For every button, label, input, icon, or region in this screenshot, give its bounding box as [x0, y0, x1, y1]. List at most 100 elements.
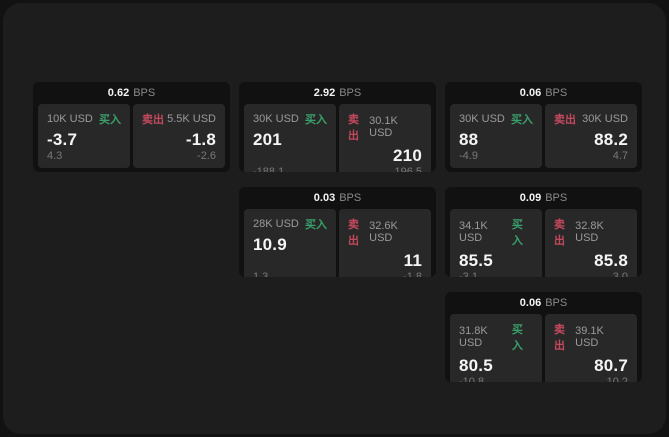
- buy-side-label: 买入: [511, 219, 523, 247]
- card-header: 0.03 BPS: [239, 187, 436, 209]
- sell-amount: 30.1K USD: [369, 115, 398, 139]
- buy-side-label: 买入: [511, 114, 533, 126]
- buy-amount: 10K USD: [47, 113, 93, 125]
- sell-sub-value: -2.6: [197, 150, 216, 162]
- sell-sub-value: 4.7: [612, 150, 628, 162]
- buy-price: 10.9: [253, 235, 287, 254]
- buy-amount: 28K USD: [253, 218, 299, 230]
- sell-side-label: 卖出: [554, 324, 565, 352]
- sell-amount: 32.6K USD: [369, 220, 398, 244]
- card-header: 2.92 BPS: [239, 82, 436, 104]
- card-body: 30K USD 买入 88 -4.9 卖出 30K USD 88.2 4.7: [445, 104, 642, 172]
- sell-side-label: 卖出: [142, 114, 164, 126]
- buy-amount: 31.8K USD: [459, 325, 488, 349]
- buy-sub-value: 1.3: [253, 271, 269, 277]
- buy-panel-header: 28K USD 买入: [253, 216, 327, 232]
- buy-side-label: 买入: [305, 114, 327, 126]
- buy-panel-header: 30K USD 买入: [253, 111, 327, 127]
- sell-panel-header: 卖出 5.5K USD: [142, 111, 216, 127]
- buy-amount: 34.1K USD: [459, 220, 488, 244]
- card-header: 0.06 BPS: [445, 292, 642, 314]
- sell-panel[interactable]: 卖出 5.5K USD -1.8 -2.6: [133, 104, 225, 168]
- buy-price: 201: [253, 130, 282, 149]
- buy-sub-value: 4.3: [47, 150, 63, 162]
- buy-price: -3.7: [47, 130, 78, 149]
- sell-price: 80.7: [594, 356, 628, 375]
- sell-panel[interactable]: 卖出 30.1K USD 210 196.5: [339, 104, 431, 172]
- sell-price: 11: [403, 251, 422, 270]
- buy-side-label: 买入: [99, 114, 121, 126]
- quote-card: 2.92 BPS 30K USD 买入 201 -188.1 卖出 30.1K …: [239, 82, 436, 172]
- bps-value: 0.62: [107, 87, 130, 99]
- bps-value: 0.03: [313, 192, 336, 204]
- buy-price: 80.5: [459, 356, 493, 375]
- sell-panel[interactable]: 卖出 39.1K USD 80.7 10.2: [545, 314, 637, 382]
- bps-unit-label: BPS: [339, 87, 362, 99]
- sell-panel[interactable]: 卖出 30K USD 88.2 4.7: [545, 104, 637, 168]
- sell-sub-value: -1.8: [403, 271, 422, 277]
- bps-value: 2.92: [313, 87, 336, 99]
- buy-sub-value: -4.9: [459, 150, 478, 162]
- buy-panel[interactable]: 10K USD 买入 -3.7 4.3: [38, 104, 130, 168]
- sell-panel-header: 卖出 30.1K USD: [348, 111, 422, 143]
- quote-card: 0.06 BPS 31.8K USD 买入 80.5 -10.8 卖出 39.1…: [445, 292, 642, 382]
- buy-sub-value: -3.1: [459, 271, 478, 277]
- card-body: 30K USD 买入 201 -188.1 卖出 30.1K USD 210 1…: [239, 104, 436, 172]
- buy-side-label: 买入: [511, 324, 523, 352]
- buy-panel[interactable]: 28K USD 买入 10.9 1.3: [244, 209, 336, 277]
- bps-unit-label: BPS: [545, 297, 568, 309]
- bps-unit-label: BPS: [545, 87, 568, 99]
- sell-price: -1.8: [185, 130, 216, 149]
- sell-panel[interactable]: 卖出 32.6K USD 11 -1.8: [339, 209, 431, 277]
- sell-panel-header: 卖出 32.8K USD: [554, 216, 628, 248]
- sell-sub-value: 196.5: [394, 166, 422, 172]
- cards-grid: 0.62 BPS 10K USD 买入 -3.7 4.3 卖出 5.5K USD…: [33, 82, 642, 382]
- card-body: 34.1K USD 买入 85.5 -3.1 卖出 32.8K USD 85.8…: [445, 209, 642, 277]
- sell-sub-value: 3.0: [612, 271, 628, 277]
- buy-panel[interactable]: 30K USD 买入 88 -4.9: [450, 104, 542, 168]
- sell-amount: 30K USD: [582, 113, 628, 125]
- buy-panel-header: 10K USD 买入: [47, 111, 121, 127]
- sell-price: 88.2: [594, 130, 628, 149]
- quote-card: 0.06 BPS 30K USD 买入 88 -4.9 卖出 30K USD 8…: [445, 82, 642, 172]
- bps-unit-label: BPS: [133, 87, 156, 99]
- sell-side-label: 卖出: [554, 219, 565, 247]
- bps-value: 0.06: [519, 297, 542, 309]
- buy-amount: 30K USD: [459, 113, 505, 125]
- quote-card: 0.62 BPS 10K USD 买入 -3.7 4.3 卖出 5.5K USD…: [33, 82, 230, 172]
- buy-sub-value: -10.8: [459, 376, 485, 382]
- buy-price: 88: [459, 130, 479, 149]
- quote-card: 0.09 BPS 34.1K USD 买入 85.5 -3.1 卖出 32.8K…: [445, 187, 642, 277]
- buy-price: 85.5: [459, 251, 493, 270]
- bps-value: 0.09: [519, 192, 542, 204]
- sell-panel-header: 卖出 39.1K USD: [554, 321, 628, 353]
- quote-card: 0.03 BPS 28K USD 买入 10.9 1.3 卖出 32.6K US…: [239, 187, 436, 277]
- buy-panel[interactable]: 34.1K USD 买入 85.5 -3.1: [450, 209, 542, 277]
- sell-amount: 5.5K USD: [167, 113, 216, 125]
- bps-unit-label: BPS: [545, 192, 568, 204]
- buy-panel-header: 31.8K USD 买入: [459, 321, 533, 353]
- bps-unit-label: BPS: [339, 192, 362, 204]
- sell-panel-header: 卖出 32.6K USD: [348, 216, 422, 248]
- sell-panel-header: 卖出 30K USD: [554, 111, 628, 127]
- sell-sub-value: 10.2: [606, 376, 628, 382]
- card-body: 28K USD 买入 10.9 1.3 卖出 32.6K USD 11 -1.8: [239, 209, 436, 277]
- sell-side-label: 卖出: [348, 114, 359, 142]
- sell-amount: 32.8K USD: [575, 220, 604, 244]
- buy-panel-header: 34.1K USD 买入: [459, 216, 533, 248]
- card-body: 10K USD 买入 -3.7 4.3 卖出 5.5K USD -1.8 -2.…: [33, 104, 230, 172]
- card-body: 31.8K USD 买入 80.5 -10.8 卖出 39.1K USD 80.…: [445, 314, 642, 382]
- buy-panel[interactable]: 30K USD 买入 201 -188.1: [244, 104, 336, 172]
- card-header: 0.62 BPS: [33, 82, 230, 104]
- buy-amount: 30K USD: [253, 113, 299, 125]
- buy-sub-value: -188.1: [253, 166, 285, 172]
- buy-panel-header: 30K USD 买入: [459, 111, 533, 127]
- card-header: 0.06 BPS: [445, 82, 642, 104]
- sell-side-label: 卖出: [554, 114, 576, 126]
- sell-amount: 39.1K USD: [575, 325, 604, 349]
- app-panel: 0.62 BPS 10K USD 买入 -3.7 4.3 卖出 5.5K USD…: [3, 3, 666, 434]
- sell-price: 210: [393, 146, 422, 165]
- sell-price: 85.8: [594, 251, 628, 270]
- sell-panel[interactable]: 卖出 32.8K USD 85.8 3.0: [545, 209, 637, 277]
- buy-panel[interactable]: 31.8K USD 买入 80.5 -10.8: [450, 314, 542, 382]
